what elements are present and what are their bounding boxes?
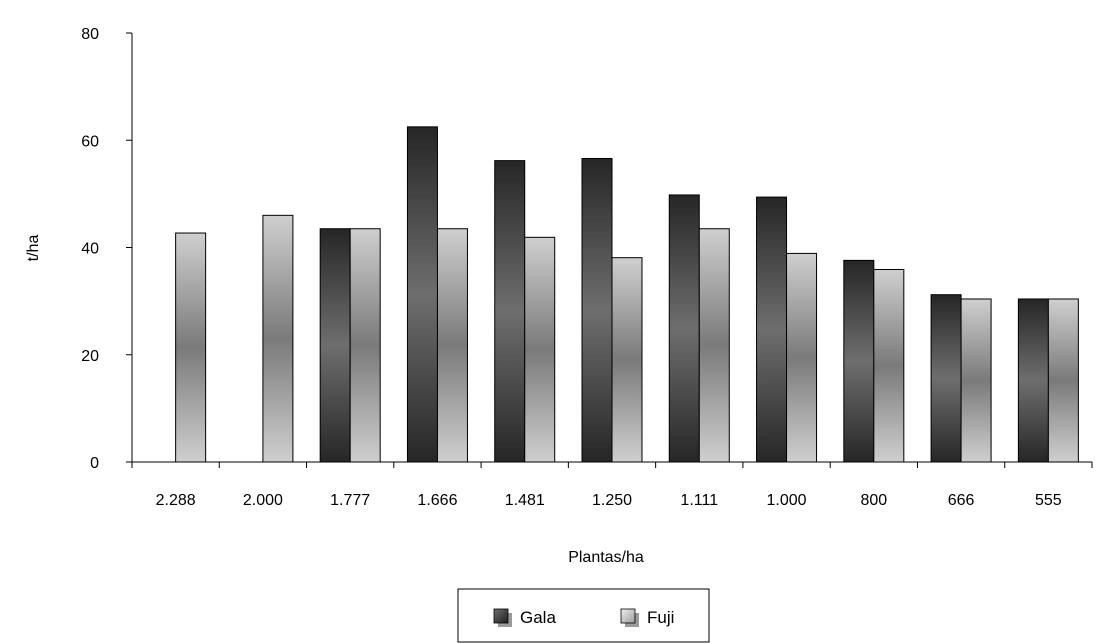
- x-tick-label: 666: [948, 492, 975, 509]
- x-tick-label: 1.250: [592, 492, 632, 509]
- bar-fuji-0: [175, 232, 207, 463]
- legend-swatch-gala: [493, 608, 509, 624]
- bar-gala-6: [668, 194, 700, 463]
- bar-fuji-1: [262, 214, 294, 463]
- bar-fuji-3: [436, 228, 468, 463]
- bar-gala-8: [843, 259, 875, 463]
- bar-fuji-6: [698, 228, 730, 463]
- bar-fuji-2: [349, 228, 381, 463]
- legend-label-fuji: Fuji: [647, 608, 674, 627]
- x-tick-label: 1.111: [680, 492, 718, 509]
- legend: Gala Fuji: [457, 588, 710, 643]
- x-tick-label: 2.288: [156, 492, 196, 509]
- bar-fuji-4: [524, 236, 556, 463]
- bar-gala-10: [1017, 298, 1049, 463]
- bar-gala-7: [756, 196, 788, 463]
- bar-fuji-5: [611, 257, 643, 463]
- bar-gala-9: [930, 294, 962, 463]
- bar-gala-3: [406, 126, 438, 463]
- x-tick-label: 555: [1035, 492, 1062, 509]
- x-tick-label: 1.777: [330, 492, 370, 509]
- bar-fuji-10: [1047, 298, 1079, 463]
- x-axis-label: Plantas/ha: [568, 549, 644, 566]
- legend-item-gala: Gala: [493, 608, 556, 627]
- x-tick-label: 1.000: [767, 492, 807, 509]
- legend-item-fuji: Fuji: [620, 608, 674, 627]
- legend-swatch-fuji: [620, 608, 636, 624]
- y-tick-label: 40: [81, 241, 99, 258]
- bar-gala-2: [319, 228, 351, 463]
- y-tick-label: 60: [81, 133, 99, 150]
- y-tick-label: 80: [81, 26, 99, 43]
- bar-fuji-7: [786, 252, 818, 463]
- ticks-group: 0 20 40 60 80 2.288 2.000 1.777 1.666 1.481 1.250 1…: [81, 26, 1093, 509]
- x-tick-label: 1.481: [505, 492, 545, 509]
- y-tick-label: 20: [81, 348, 99, 365]
- legend-label-gala: Gala: [520, 608, 556, 627]
- bar-gala-4: [494, 160, 526, 463]
- x-tick-label: 1.666: [417, 492, 457, 509]
- bar-gala-5: [581, 157, 613, 463]
- y-axis-label: t/ha: [25, 235, 42, 262]
- y-tick-label: 0: [90, 455, 99, 472]
- x-tick-label: 2.000: [243, 492, 283, 509]
- x-tick-label: 800: [860, 492, 887, 509]
- bars-group: [175, 126, 1079, 463]
- bar-fuji-8: [873, 268, 905, 463]
- bar-fuji-9: [960, 298, 992, 463]
